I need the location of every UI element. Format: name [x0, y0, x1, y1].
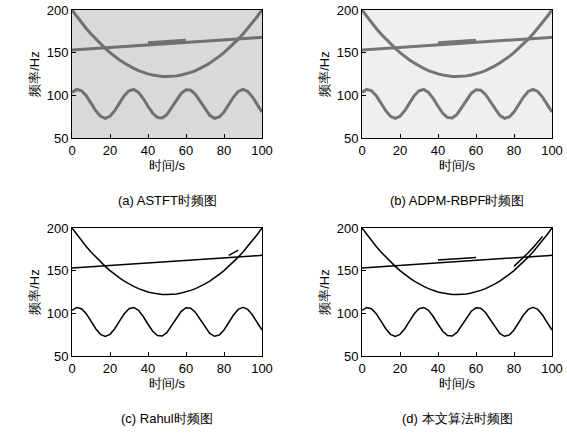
- svg-text:时间/s: 时间/s: [149, 376, 186, 391]
- svg-text:40: 40: [141, 143, 155, 158]
- svg-text:50: 50: [344, 131, 358, 146]
- svg-text:0: 0: [358, 143, 365, 158]
- svg-text:20: 20: [393, 361, 407, 376]
- svg-text:100: 100: [47, 306, 69, 321]
- svg-text:60: 60: [179, 361, 193, 376]
- svg-text:200: 200: [337, 221, 359, 236]
- svg-text:200: 200: [47, 3, 69, 18]
- svg-text:80: 80: [217, 361, 231, 376]
- svg-text:50: 50: [54, 349, 68, 364]
- svg-text:频率/Hz: 频率/Hz: [27, 269, 42, 315]
- svg-text:(d) 本文算法时频图: (d) 本文算法时频图: [402, 411, 513, 426]
- svg-text:(c) Rahul时频图: (c) Rahul时频图: [121, 411, 213, 426]
- svg-text:0: 0: [68, 143, 75, 158]
- svg-text:150: 150: [47, 263, 69, 278]
- svg-text:40: 40: [431, 143, 445, 158]
- svg-text:20: 20: [103, 361, 117, 376]
- svg-text:100: 100: [337, 306, 359, 321]
- svg-text:100: 100: [541, 143, 563, 158]
- svg-text:100: 100: [337, 88, 359, 103]
- svg-text:60: 60: [469, 143, 483, 158]
- svg-text:时间/s: 时间/s: [439, 158, 476, 173]
- svg-text:100: 100: [47, 88, 69, 103]
- svg-text:40: 40: [431, 361, 445, 376]
- svg-text:20: 20: [103, 143, 117, 158]
- svg-text:100: 100: [251, 361, 273, 376]
- svg-text:50: 50: [344, 349, 358, 364]
- svg-text:80: 80: [507, 361, 521, 376]
- svg-text:频率/Hz: 频率/Hz: [317, 269, 332, 315]
- svg-text:时间/s: 时间/s: [439, 376, 476, 391]
- svg-text:时间/s: 时间/s: [149, 158, 186, 173]
- svg-text:40: 40: [141, 361, 155, 376]
- svg-text:(a) ASTFT时频图: (a) ASTFT时频图: [118, 193, 217, 208]
- svg-text:100: 100: [541, 361, 563, 376]
- svg-text:200: 200: [47, 221, 69, 236]
- svg-text:80: 80: [217, 143, 231, 158]
- svg-text:(b) ADPM-RBPF时频图: (b) ADPM-RBPF时频图: [390, 193, 524, 208]
- svg-text:频率/Hz: 频率/Hz: [317, 51, 332, 97]
- svg-text:20: 20: [393, 143, 407, 158]
- svg-text:60: 60: [179, 143, 193, 158]
- svg-text:150: 150: [337, 263, 359, 278]
- svg-text:频率/Hz: 频率/Hz: [27, 51, 42, 97]
- svg-text:150: 150: [337, 45, 359, 60]
- svg-text:50: 50: [54, 131, 68, 146]
- svg-text:0: 0: [358, 361, 365, 376]
- svg-text:150: 150: [47, 45, 69, 60]
- svg-text:200: 200: [337, 3, 359, 18]
- svg-text:100: 100: [251, 143, 273, 158]
- svg-text:0: 0: [68, 361, 75, 376]
- svg-text:80: 80: [507, 143, 521, 158]
- svg-text:60: 60: [469, 361, 483, 376]
